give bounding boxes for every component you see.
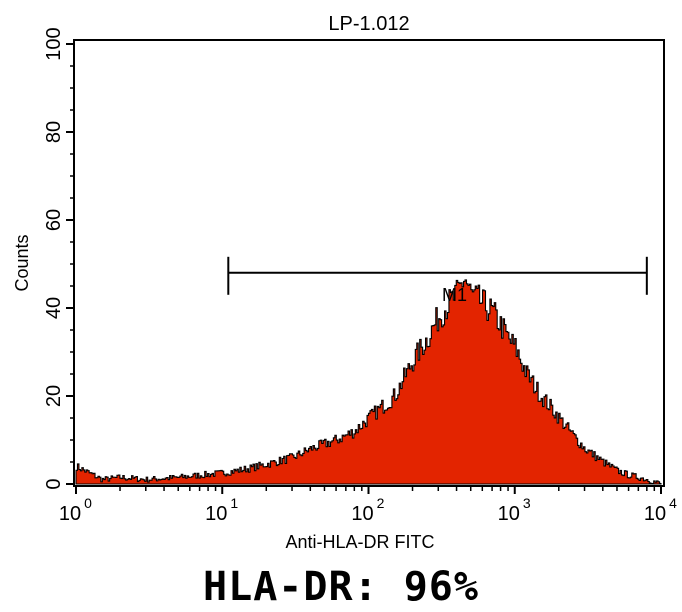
x-tick-exponent: 4 [669, 495, 677, 511]
x-tick-exponent: 1 [230, 495, 238, 511]
histogram-chart: LP-1.012 Anti-HLA-DR FITC Counts 0204060… [12, 13, 677, 552]
x-tick-label: 10 [644, 503, 666, 525]
marker-bars: M1 [227, 256, 648, 305]
chart-title: LP-1.012 [328, 13, 409, 35]
y-tick-label: 80 [43, 121, 65, 143]
marker-label: M1 [442, 285, 467, 305]
x-tick-exponent: 2 [377, 495, 385, 511]
x-tick-label: 10 [59, 503, 81, 525]
x-axis-label: Anti-HLA-DR FITC [285, 532, 434, 552]
y-tick-label: 60 [43, 209, 65, 231]
x-tick-label: 10 [351, 503, 373, 525]
y-axis-label: Counts [12, 234, 32, 291]
plot-area [75, 279, 662, 485]
y-tick-label: 0 [43, 478, 65, 489]
result-caption: HLA-DR: 96% [203, 564, 479, 610]
x-tick-exponent: 3 [523, 495, 531, 511]
histogram-area [75, 279, 662, 485]
x-tick-exponent: 0 [84, 495, 92, 511]
y-tick-label: 40 [43, 297, 65, 319]
x-tick-label: 10 [205, 503, 227, 525]
y-tick-label: 100 [43, 27, 65, 60]
x-tick-label: 10 [498, 503, 520, 525]
y-tick-label: 20 [43, 385, 65, 407]
